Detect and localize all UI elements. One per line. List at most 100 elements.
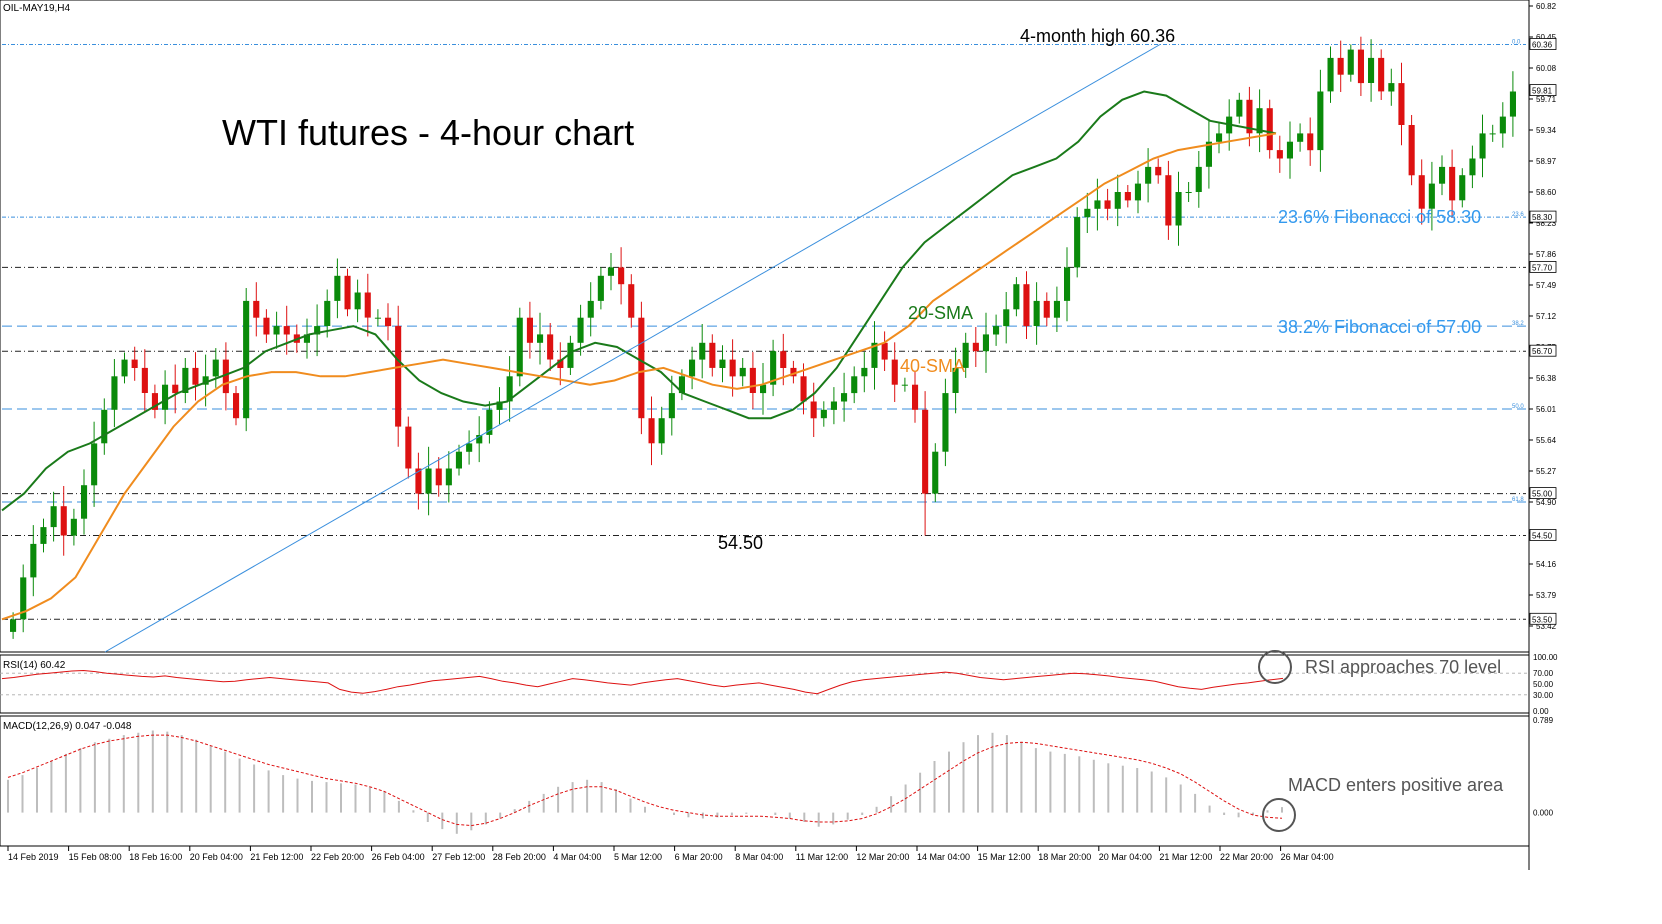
candle-body-111 [1134, 183, 1141, 201]
price-box-label-4: 56.70 [1532, 347, 1553, 356]
x-tick-label-9: 4 Mar 04:00 [553, 852, 601, 862]
candle-body-16 [172, 384, 179, 394]
price-tick-label-20: 53.42 [1536, 622, 1557, 631]
candle-body-9 [101, 409, 108, 444]
candle-body-135 [1378, 57, 1385, 92]
candle-body-98 [1003, 309, 1010, 327]
candle-body-3 [40, 527, 47, 544]
candle-body-93 [952, 367, 959, 393]
candle-body-77 [790, 367, 797, 377]
candle-body-32 [334, 275, 341, 301]
candle-body-18 [192, 367, 199, 385]
price-box-label-3: 57.70 [1532, 263, 1553, 272]
price-box-4 [1529, 344, 1557, 357]
candle-body-19 [202, 376, 209, 385]
candle-body-55 [567, 342, 574, 368]
x-tick-label-2: 18 Feb 16:00 [129, 852, 182, 862]
candle-body-109 [1114, 192, 1121, 209]
candle-body-57 [587, 300, 594, 318]
candle-body-11 [121, 359, 128, 377]
x-tick-label-14: 12 Mar 20:00 [856, 852, 909, 862]
annotation-high: 4-month high 60.36 [1020, 26, 1175, 46]
x-tick-label-20: 22 Mar 20:00 [1220, 852, 1273, 862]
price-box-0 [1529, 38, 1557, 50]
candle-body-88 [901, 384, 908, 386]
candle-body-48 [496, 401, 503, 410]
macd-signal-line [7, 734, 1283, 827]
macd-label: MACD(12,26,9) 0.047 -0.048 [3, 721, 132, 732]
rsi-tick-label-3: 30.00 [1533, 691, 1554, 700]
candle-body-73 [749, 367, 756, 393]
x-tick-label-6: 26 Feb 04:00 [372, 852, 425, 862]
x-tick-label-7: 27 Feb 12:00 [432, 852, 485, 862]
candle-body-101 [1033, 300, 1040, 326]
candle-body-82 [841, 393, 848, 402]
x-tick-label-12: 8 Mar 04:00 [735, 852, 783, 862]
candle-body-137 [1398, 83, 1405, 125]
price-box-1 [1529, 84, 1557, 96]
candle-body-27 [283, 326, 290, 335]
candle-body-96 [982, 334, 989, 352]
symbol-label: OIL-MAY19,H4 [3, 3, 70, 14]
candle-body-124 [1266, 108, 1273, 151]
candle-body-89 [912, 384, 919, 410]
price-tick-label-3: 59.71 [1536, 95, 1557, 104]
candle-body-0 [10, 619, 17, 632]
candle-body-1 [20, 577, 27, 620]
candle-body-2 [30, 543, 37, 578]
price-tick-label-16: 54.90 [1536, 498, 1557, 507]
candle-body-45 [466, 443, 473, 452]
rsi-label: RSI(14) 60.42 [3, 660, 66, 671]
fib-pct-label-2: 38.2 [1512, 321, 1524, 327]
candle-body-41 [425, 468, 432, 494]
price-tick-label-12: 56.38 [1536, 374, 1557, 383]
candle-body-63 [648, 418, 655, 444]
candle-body-79 [810, 401, 817, 419]
candle-body-139 [1418, 175, 1425, 209]
x-tick-label-10: 5 Mar 12:00 [614, 852, 662, 862]
rsi-tick-label-2: 50.00 [1533, 680, 1554, 689]
candle-body-125 [1276, 150, 1283, 159]
x-tick-label-8: 28 Feb 20:00 [493, 852, 546, 862]
price-tick-label-1: 60.45 [1536, 33, 1557, 42]
sma40-line [1, 132, 1277, 621]
candle-body-43 [445, 468, 452, 486]
candle-body-15 [162, 384, 169, 410]
macd-highlight-circle [1262, 798, 1296, 832]
candle-body-148 [1509, 91, 1516, 117]
chart-title: WTI futures - 4-hour chart [222, 112, 634, 153]
candle-body-104 [1064, 267, 1071, 301]
price-tick-label-18: 54.16 [1536, 560, 1557, 569]
macd-tick-label-0: 0.789 [1533, 716, 1554, 725]
candle-body-132 [1347, 49, 1354, 75]
candle-body-92 [942, 393, 949, 452]
price-box-7 [1529, 612, 1557, 625]
candle-body-103 [1053, 300, 1060, 318]
annotation-sma40: 40-SMA [900, 356, 965, 376]
candle-body-106 [1084, 208, 1091, 218]
candle-body-56 [577, 317, 584, 343]
x-tick-label-4: 21 Feb 12:00 [250, 852, 303, 862]
x-tick-label-1: 15 Feb 08:00 [69, 852, 122, 862]
candle-body-44 [455, 451, 462, 469]
x-tick-label-0: 14 Feb 2019 [8, 852, 59, 862]
rsi-annotation: RSI approaches 70 level [1305, 657, 1501, 677]
price-box-5 [1529, 487, 1557, 500]
candle-body-126 [1286, 141, 1293, 159]
candle-body-110 [1124, 192, 1131, 201]
fib-pct-label-4: 61.8 [1512, 497, 1524, 503]
candle-body-69 [709, 342, 716, 368]
chart-dynamic-layer: 60.82 60.45 60.08 59.71 59.34 58.97 58.60 58.23… [0, 2, 1558, 862]
x-tick-label-19: 21 Mar 12:00 [1159, 852, 1212, 862]
annotation-sma20: 20-SMA [908, 303, 973, 323]
candle-body-71 [729, 359, 736, 377]
candle-body-136 [1388, 83, 1395, 92]
candle-body-33 [344, 275, 351, 310]
annotation-low: 54.50 [718, 533, 763, 553]
price-tick-label-8: 57.86 [1536, 250, 1557, 259]
candle-body-53 [547, 334, 554, 360]
price-box-label-6: 54.50 [1532, 532, 1553, 541]
candle-body-113 [1155, 166, 1162, 176]
candle-body-13 [141, 367, 148, 393]
candle-body-34 [354, 292, 361, 310]
